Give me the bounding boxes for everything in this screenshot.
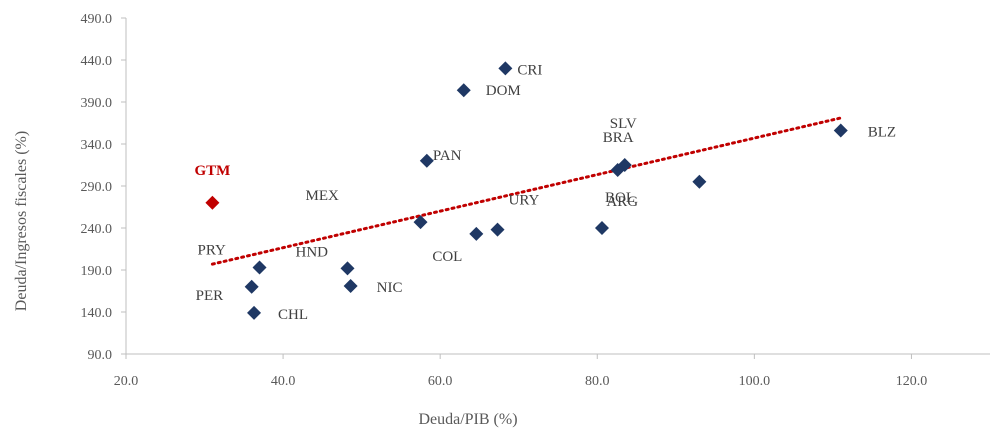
point-label-pry: PRY	[198, 242, 227, 258]
axes	[121, 17, 990, 359]
x-tick-label: 80.0	[585, 374, 610, 389]
y-tick-label: 490.0	[81, 12, 113, 27]
data-point-arg	[692, 174, 707, 189]
point-label-chl: CHL	[278, 307, 308, 323]
y-tick-label: 390.0	[81, 96, 113, 111]
y-tick-label: 90.0	[88, 348, 113, 363]
x-tick-label: 20.0	[114, 374, 139, 389]
point-label-arg: ARG	[606, 194, 638, 210]
x-tick-label: 100.0	[739, 374, 771, 389]
data-point-nic	[343, 278, 358, 293]
data-point-hnd	[340, 261, 355, 276]
y-tick-label: 340.0	[81, 138, 113, 153]
data-point-mex	[413, 215, 428, 230]
x-tick-label: 120.0	[896, 374, 928, 389]
data-point-blz	[833, 123, 848, 138]
point-label-col: COL	[432, 249, 462, 265]
point-label-mex: MEX	[306, 188, 340, 204]
points-layer	[205, 61, 848, 320]
point-label-hnd: HND	[295, 244, 328, 260]
point-label-slv: SLV	[610, 116, 637, 132]
y-tick-label: 290.0	[81, 180, 113, 195]
point-label-bra: BRA	[603, 130, 634, 146]
x-tick-label: 40.0	[271, 374, 296, 389]
point-label-per: PER	[196, 288, 224, 304]
data-point-pry	[252, 260, 267, 275]
data-point-dom	[456, 83, 471, 98]
y-axis-title: Deuda/Ingresos fiscales (%)	[13, 131, 30, 311]
data-point-pan	[419, 153, 434, 168]
point-label-ury: URY	[509, 193, 540, 209]
point-label-cri: CRI	[517, 62, 542, 78]
trendline	[210, 116, 843, 266]
data-point-ury	[490, 222, 505, 237]
y-tick-label: 440.0	[81, 54, 113, 69]
tick-labels: 20.0 40.0 60.0 80.0 100.0 120.0 90.0 140.0 190.0…	[81, 12, 928, 389]
data-point-col	[469, 226, 484, 241]
y-tick-label: 190.0	[81, 264, 113, 279]
y-tick-label: 240.0	[81, 222, 113, 237]
trendline-layer	[210, 116, 843, 266]
data-point-cri	[498, 61, 513, 76]
data-point-per	[244, 279, 259, 294]
point-label-nic: NIC	[377, 280, 403, 296]
y-tick-label: 140.0	[81, 306, 113, 321]
data-point-bra	[610, 163, 625, 178]
point-label-pan: PAN	[433, 148, 462, 164]
x-axis-title: Deuda/PIB (%)	[418, 411, 517, 428]
data-point-chl	[247, 305, 262, 320]
x-tick-label: 60.0	[428, 374, 453, 389]
point-labels-layer: GTM PRY PER CHL HND NIC MEX PAN DOM CRI COL URY BOL S…	[194, 62, 896, 322]
point-label-bol: BOL	[605, 190, 635, 206]
data-point-gtm	[205, 195, 220, 210]
point-label-dom: DOM	[486, 83, 521, 99]
point-label-blz: BLZ	[868, 125, 896, 141]
data-point-bol	[594, 221, 609, 235]
point-label-gtm: GTM	[194, 163, 230, 179]
